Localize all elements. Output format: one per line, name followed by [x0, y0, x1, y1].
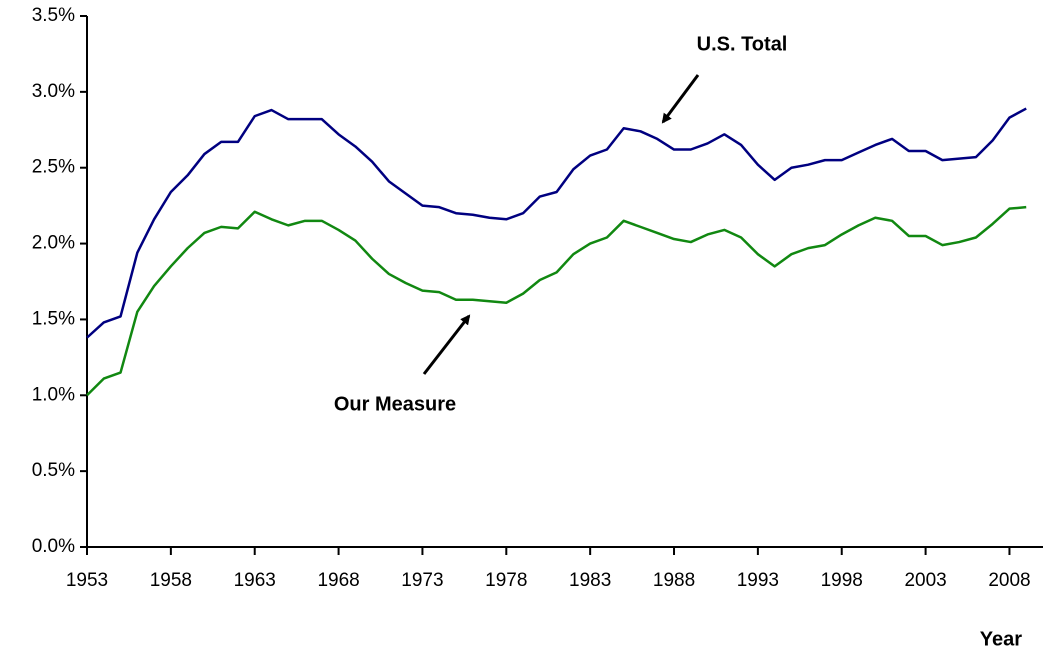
- x-tick-label: 1983: [569, 570, 611, 591]
- series-line: [86, 205, 1027, 397]
- arrow: [661, 74, 700, 124]
- x-tick-label: 1963: [234, 570, 276, 591]
- x-axis-label: Year: [980, 628, 1022, 650]
- y-tick-label: 3.5%: [32, 5, 75, 26]
- y-tick-label: 2.0%: [32, 233, 75, 254]
- x-tick-label: 1968: [317, 570, 359, 591]
- y-tick-label: 0.0%: [32, 536, 75, 557]
- x-tick-label: 2003: [904, 570, 946, 591]
- annotation: Our Measure: [334, 393, 456, 415]
- arrow: [422, 314, 471, 375]
- x-tick-label: 2008: [988, 570, 1030, 591]
- x-tick-label: 1998: [821, 570, 863, 591]
- x-tick-label: 1958: [150, 570, 192, 591]
- annotation: U.S. Total: [697, 33, 788, 55]
- x-tick-label: 1988: [653, 570, 695, 591]
- x-tick-label: 1978: [485, 570, 527, 591]
- y-tick-label: 2.5%: [32, 157, 75, 178]
- x-tick-label: 1993: [737, 570, 779, 591]
- y-tick-label: 0.5%: [32, 460, 75, 481]
- y-tick-label: 1.5%: [32, 308, 75, 329]
- series-line: [86, 107, 1027, 339]
- y-tick-label: 3.0%: [32, 81, 75, 102]
- x-tick-label: 1973: [401, 570, 443, 591]
- y-tick-label: 1.0%: [32, 384, 75, 405]
- x-tick-label: 1953: [66, 570, 108, 591]
